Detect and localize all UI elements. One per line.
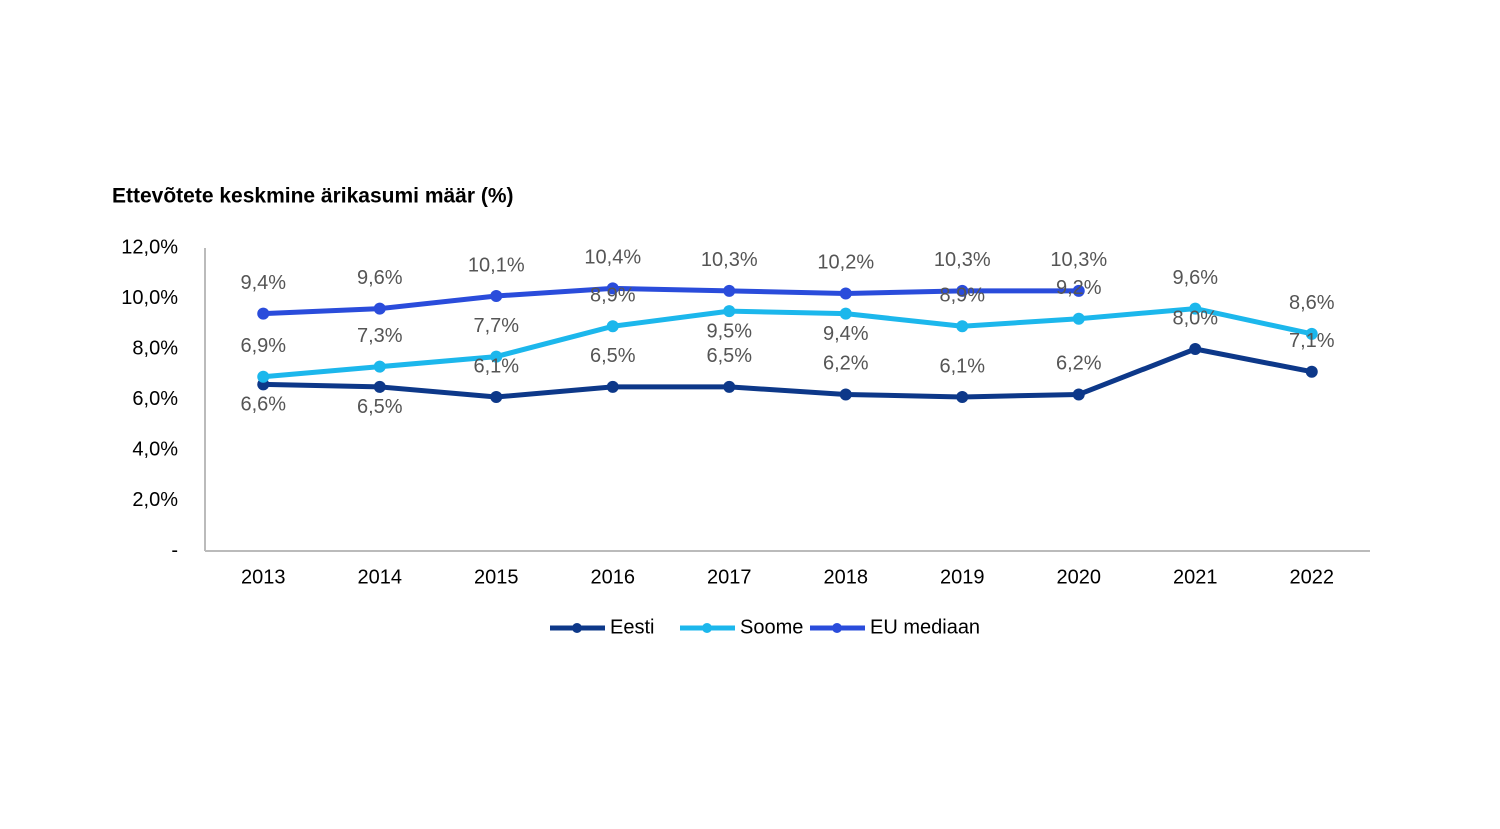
data-label: 6,2% [1056, 353, 1102, 375]
x-tick-label: 2022 [1290, 566, 1335, 588]
x-tick-label: 2017 [707, 566, 752, 588]
x-tick-label: 2014 [358, 566, 403, 588]
data-point [257, 307, 270, 320]
data-point [723, 284, 736, 297]
data-label: 9,6% [1172, 267, 1218, 289]
data-label: 9,5% [706, 320, 752, 342]
x-tick-label: 2021 [1173, 566, 1218, 588]
data-point [1305, 327, 1318, 340]
series-line [263, 306, 1313, 380]
data-point [490, 350, 503, 363]
data-point [490, 390, 503, 403]
data-point [606, 282, 619, 295]
legend-label: EU mediaan [870, 616, 980, 638]
data-point [1072, 284, 1085, 297]
y-tick-label: 4,0% [132, 438, 178, 460]
x-tick-label: 2018 [824, 566, 869, 588]
y-tick-label: 8,0% [132, 337, 178, 359]
data-point [956, 320, 969, 333]
x-tick-label: 2013 [241, 566, 286, 588]
data-label: 10,4% [584, 247, 641, 269]
data-label: 6,2% [823, 353, 869, 375]
chart-title: Ettevõtete keskmine ärikasumi määr (%) [112, 185, 514, 208]
data-label: 6,1% [939, 355, 985, 377]
data-point [839, 388, 852, 401]
data-point [606, 320, 619, 333]
data-point [1072, 388, 1085, 401]
data-label: 8,9% [590, 285, 636, 307]
data-label: 6,1% [473, 355, 519, 377]
data-point [373, 380, 386, 393]
legend-marker [702, 623, 712, 633]
data-label: 9,2% [1056, 277, 1102, 299]
y-tick-label: 12,0% [121, 236, 178, 258]
series-line [263, 285, 1079, 317]
y-tick-label: 6,0% [132, 388, 178, 410]
legend-label: Eesti [610, 616, 654, 638]
data-point [1189, 302, 1202, 315]
data-label: 9,4% [240, 272, 286, 294]
data-point [1305, 365, 1318, 378]
data-point [1189, 343, 1202, 355]
y-tick-label: 2,0% [132, 489, 178, 511]
x-tick-label: 2019 [940, 566, 985, 588]
data-label: 10,3% [934, 249, 991, 271]
x-tick-label: 2015 [474, 566, 519, 588]
data-label: 7,1% [1289, 330, 1335, 352]
data-point [839, 307, 852, 320]
data-label: 6,5% [590, 345, 636, 367]
data-label: 10,2% [817, 252, 874, 274]
data-label: 6,9% [240, 335, 286, 357]
data-label: 10,3% [701, 249, 758, 271]
data-point [373, 360, 386, 373]
legend-marker [572, 623, 582, 633]
data-label: 6,6% [240, 394, 286, 416]
data-label: 6,5% [357, 396, 403, 418]
data-label: 10,3% [1050, 249, 1107, 271]
data-label: 6,5% [706, 345, 752, 367]
data-point [723, 305, 736, 318]
data-point [373, 302, 386, 315]
data-label: 7,3% [357, 325, 403, 347]
x-tick-label: 2020 [1057, 566, 1102, 588]
data-point [956, 284, 969, 297]
data-label: 9,6% [357, 267, 403, 289]
data-point [1072, 312, 1085, 325]
data-label: 9,4% [823, 323, 869, 345]
data-point [490, 289, 503, 302]
data-point [606, 380, 619, 393]
data-point [839, 287, 852, 300]
data-label: 7,7% [473, 315, 519, 337]
y-tick-label: - [171, 539, 178, 561]
data-point [257, 370, 270, 383]
legend-marker [832, 623, 842, 633]
data-label: 8,0% [1172, 307, 1218, 329]
data-point [956, 390, 969, 403]
legend-label: Soome [740, 616, 803, 638]
data-label: 8,6% [1289, 292, 1335, 314]
data-label: 8,9% [939, 285, 985, 307]
data-label: 10,1% [468, 254, 525, 276]
y-tick-label: 10,0% [121, 287, 178, 309]
data-point [723, 380, 736, 393]
x-tick-label: 2016 [591, 566, 636, 588]
series-line [263, 346, 1313, 400]
